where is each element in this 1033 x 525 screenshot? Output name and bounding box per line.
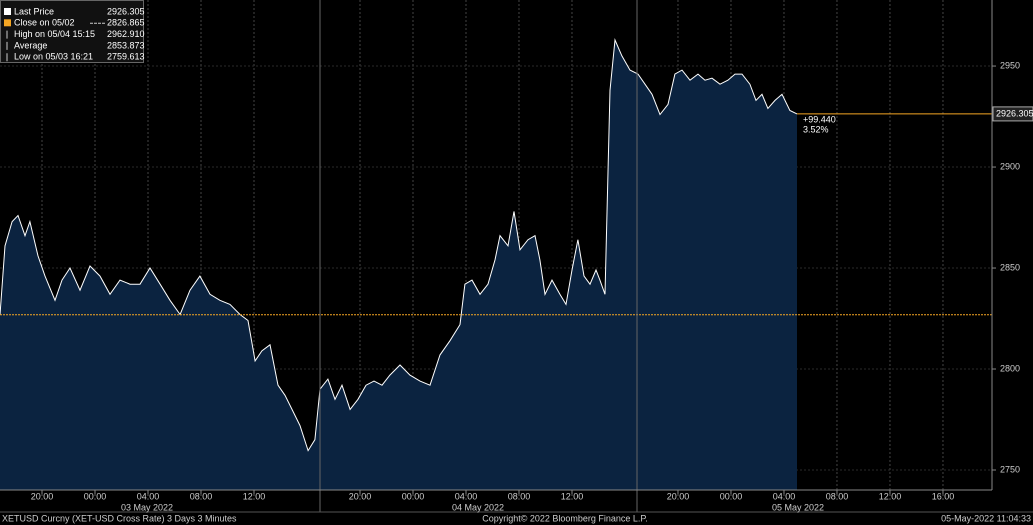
legend-marker (4, 8, 11, 15)
x-tick-label: 00:00 (84, 491, 107, 501)
legend: Last Price 2926.305 Close on 05/02 2826.865… (0, 0, 145, 63)
plot (0, 38, 992, 490)
x-tick-label: 00:00 (402, 491, 425, 501)
price-line (0, 38, 798, 452)
legend-label: Low on 05/03 16:21 (14, 52, 93, 62)
x-tick-label: 08:00 (826, 491, 849, 501)
y-tick-label: 2750 (1000, 464, 1020, 474)
legend-label: Last Price (14, 6, 54, 16)
legend-label: Average (14, 40, 47, 50)
x-tick-label: 20:00 (349, 491, 372, 501)
day-label: 03 May 2022 (121, 502, 173, 512)
x-tick-label: 16:00 (932, 491, 955, 501)
y-tick-label: 2850 (1000, 262, 1020, 272)
footer-left: XETUSD Curcny (XET-USD Cross Rate) 3 Day… (2, 513, 237, 523)
x-tick-label: 04:00 (455, 491, 478, 501)
x-tick-label: 08:00 (190, 491, 213, 501)
legend-value: 2853.873 (107, 40, 145, 50)
last-price-box (992, 106, 1033, 122)
x-tick-label: 04:00 (137, 491, 160, 501)
last-price-label: 2926.305 (996, 108, 1033, 118)
legend-value: 2962.910 (107, 29, 145, 39)
x-tick-label: 04:00 (773, 491, 796, 501)
day-label: 04 May 2022 (452, 502, 504, 512)
y-tick-label: 2900 (1000, 161, 1020, 171)
legend-box (0, 0, 144, 63)
change-absolute: +99.440 (803, 114, 836, 124)
x-tick-label: 00:00 (720, 491, 743, 501)
legend-marker (4, 19, 11, 27)
x-tick-label: 08:00 (508, 491, 531, 501)
x-tick-label: 12:00 (243, 491, 266, 501)
legend-label: Close on 05/02 (14, 18, 75, 28)
footer-center: Copyright© 2022 Bloomberg Finance L.P. (482, 513, 648, 523)
day-label: 05 May 2022 (772, 502, 824, 512)
legend-value: 2759.613 (107, 52, 145, 62)
x-tick-label: 20:00 (667, 491, 690, 501)
x-tick-label: 12:00 (561, 491, 584, 501)
legend-value: 2926.305 (107, 6, 145, 16)
legend-value: 2826.865 (107, 18, 145, 28)
footer-right: 05-May-2022 11:04:33 (941, 513, 1031, 523)
x-tick-label: 12:00 (879, 491, 902, 501)
area (0, 40, 797, 490)
y-tick-label: 2800 (1000, 363, 1020, 373)
y-tick-label: 2950 (1000, 60, 1020, 70)
legend-label: High on 05/04 15:15 (14, 29, 95, 39)
change-percent: 3.52% (803, 124, 829, 134)
x-tick-label: 20:00 (31, 491, 54, 501)
